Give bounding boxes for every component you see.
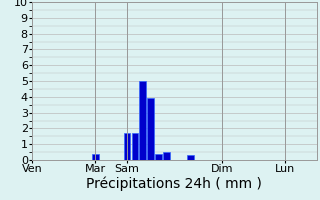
Bar xyxy=(140,81,146,160)
Bar xyxy=(155,154,162,160)
X-axis label: Précipitations 24h ( mm ): Précipitations 24h ( mm ) xyxy=(86,177,262,191)
Bar xyxy=(187,155,194,160)
Bar xyxy=(124,133,130,160)
Bar xyxy=(148,98,154,160)
Bar xyxy=(163,152,170,160)
Bar xyxy=(132,133,138,160)
Bar xyxy=(92,154,99,160)
